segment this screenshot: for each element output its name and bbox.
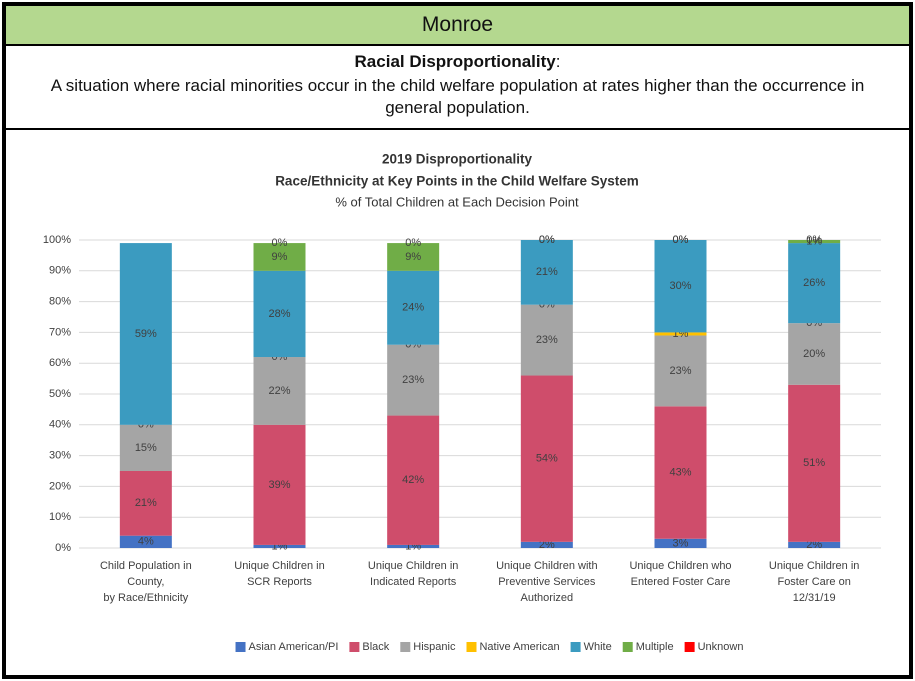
y-tick-label: 100% xyxy=(43,234,71,246)
x-tick-label: Unique Children in SCR Reports xyxy=(234,560,325,588)
data-label: 21% xyxy=(536,266,558,278)
legend-label: Hispanic xyxy=(413,641,456,653)
data-label: 0% xyxy=(673,234,689,246)
term-suffix: : xyxy=(555,52,561,71)
data-label: 0% xyxy=(539,234,555,246)
bar-segment xyxy=(387,344,440,416)
bar-segment xyxy=(654,332,707,336)
x-tick-label: Unique Children with Preventive Services A… xyxy=(496,560,598,604)
bar-segment xyxy=(520,304,573,376)
data-label: 26% xyxy=(803,277,825,289)
y-tick-label: 20% xyxy=(49,480,71,492)
bar-segment xyxy=(654,538,707,548)
bar-segment xyxy=(253,424,306,545)
term: Racial Disproportionality xyxy=(354,52,556,71)
bar-segment xyxy=(119,535,172,548)
bar-segment xyxy=(119,424,172,471)
data-label: 22% xyxy=(268,385,290,397)
data-label: 20% xyxy=(803,348,825,360)
x-tick-label: Unique Children in Indicated Reports xyxy=(368,560,459,588)
data-label: 1% xyxy=(806,235,822,247)
data-label: 4% xyxy=(138,536,154,548)
data-label: 3% xyxy=(673,537,689,549)
data-label: 9% xyxy=(272,251,288,263)
bar-segment xyxy=(520,240,573,305)
bar-segment xyxy=(253,544,306,548)
bar-segment xyxy=(788,243,841,324)
data-label: 23% xyxy=(536,334,558,346)
data-label: 39% xyxy=(268,479,290,491)
data-label: 15% xyxy=(135,442,157,454)
x-tick-label: Unique Children in Foster Care on 12/31/19 xyxy=(769,560,860,604)
data-label: 51% xyxy=(803,457,825,469)
legend-label: Multiple xyxy=(636,641,674,653)
header-title: Monroe xyxy=(6,6,909,46)
bar-segment xyxy=(654,406,707,539)
y-tick-label: 80% xyxy=(49,296,71,308)
data-label: 59% xyxy=(135,328,157,340)
legend-label: Native American xyxy=(479,641,559,653)
legend-swatch xyxy=(684,642,695,652)
bar-segment xyxy=(788,323,841,385)
data-label: 23% xyxy=(669,365,691,377)
data-label: 0% xyxy=(272,237,288,249)
data-label: 0% xyxy=(806,234,822,246)
x-tick-label: Unique Children who Entered Foster Care xyxy=(629,560,731,588)
data-label: 42% xyxy=(402,474,424,486)
x-tick-label: Child Population in County, by Race/Ethnic… xyxy=(100,560,192,604)
data-label: 24% xyxy=(402,302,424,314)
bar-segment xyxy=(387,270,440,345)
y-tick-label: 40% xyxy=(49,419,71,431)
data-label: 21% xyxy=(135,497,157,509)
data-label: 43% xyxy=(669,466,691,478)
bar-segment xyxy=(520,541,573,548)
data-label: 0% xyxy=(673,234,689,246)
y-tick-label: 30% xyxy=(49,450,71,462)
legend-swatch xyxy=(400,642,411,652)
y-tick-label: 50% xyxy=(49,388,71,400)
data-label: 9% xyxy=(405,251,421,263)
definition-block: Racial Disproportionality: A situation w… xyxy=(6,46,909,130)
legend-swatch xyxy=(570,642,581,652)
data-label: 0% xyxy=(405,237,421,249)
legend-swatch xyxy=(466,642,477,652)
bar-segment xyxy=(788,541,841,548)
legend-label: White xyxy=(584,641,612,653)
bar-segment xyxy=(654,240,707,333)
chart-title: 2019 Disproportionality xyxy=(382,152,533,167)
chart-subtitle2: % of Total Children at Each Decision Poi… xyxy=(335,194,579,209)
y-tick-label: 90% xyxy=(49,265,71,277)
y-tick-label: 60% xyxy=(49,357,71,369)
chart-subtitle: Race/Ethnicity at Key Points in the Chil… xyxy=(275,174,639,189)
legend-label: Black xyxy=(362,641,389,653)
y-tick-label: 0% xyxy=(55,542,71,554)
bar-segment xyxy=(520,375,573,542)
bar-segment xyxy=(253,243,306,271)
chart: 2019 Disproportionality Race/Ethnicity a… xyxy=(43,152,881,653)
legend-swatch xyxy=(349,642,360,652)
bar-segment xyxy=(654,335,707,407)
legend-label: Asian American/PI xyxy=(249,641,339,653)
y-tick-label: 10% xyxy=(49,511,71,523)
bar-segment xyxy=(253,270,306,358)
bar-segment xyxy=(387,243,440,271)
legend-swatch xyxy=(235,642,246,652)
data-label: 30% xyxy=(669,280,691,292)
legend-swatch xyxy=(622,642,633,652)
y-tick-label: 70% xyxy=(49,326,71,338)
bar-segment xyxy=(119,471,172,536)
data-label: 23% xyxy=(402,374,424,386)
data-label: 54% xyxy=(536,453,558,465)
bar-segment xyxy=(253,357,306,425)
legend-label: Unknown xyxy=(698,641,744,653)
data-label: 0% xyxy=(539,234,555,246)
data-label: 28% xyxy=(268,308,290,320)
definition: A situation where racial minorities occu… xyxy=(50,76,865,117)
bar-segment xyxy=(387,544,440,548)
bar-segment xyxy=(788,384,841,542)
bar-segment xyxy=(387,415,440,545)
bar-segment xyxy=(119,243,172,425)
bar-segment xyxy=(788,240,841,244)
